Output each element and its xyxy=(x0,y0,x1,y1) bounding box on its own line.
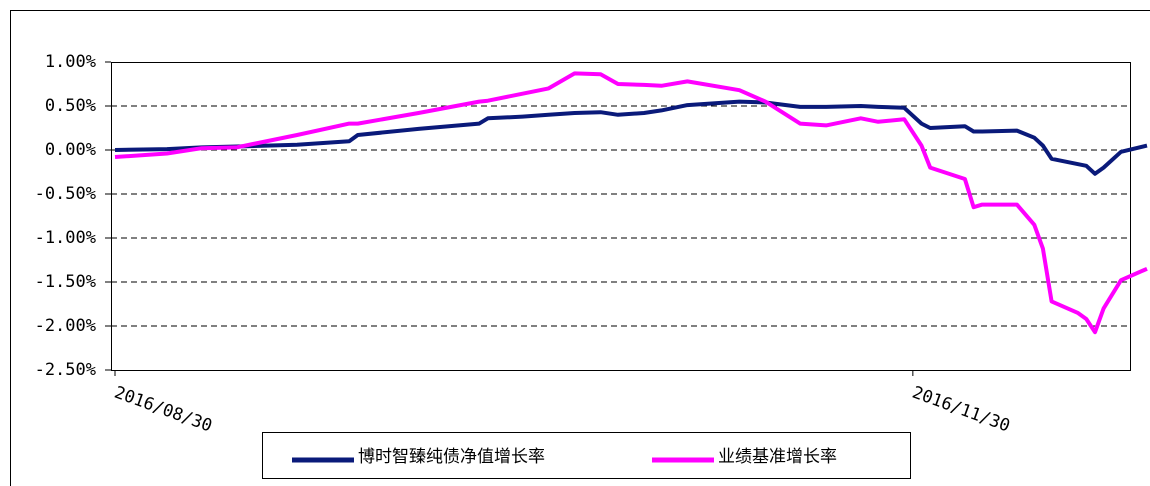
y-tick-label: -2.00% xyxy=(35,316,96,336)
y-tick-label: -2.50% xyxy=(35,360,96,380)
legend-label: 博时智臻纯债净值增长率 xyxy=(358,447,545,467)
series-line xyxy=(114,71,1148,335)
y-tick-label: 0.00% xyxy=(45,140,96,160)
y-tick-label: 0.50% xyxy=(45,96,96,116)
legend-label: 业绩基准增长率 xyxy=(718,447,837,467)
legend xyxy=(262,432,911,479)
plot-frame xyxy=(111,62,1131,371)
y-tick-label: -0.50% xyxy=(35,184,96,204)
x-tick-label: 2016/08/30 xyxy=(112,383,215,437)
y-tick-label: -1.50% xyxy=(35,272,96,292)
y-tick-label: -1.00% xyxy=(35,228,96,248)
y-tick-label: 1.00% xyxy=(45,52,96,72)
series-line xyxy=(114,99,1148,176)
x-tick-label: 2016/11/30 xyxy=(909,383,1012,437)
